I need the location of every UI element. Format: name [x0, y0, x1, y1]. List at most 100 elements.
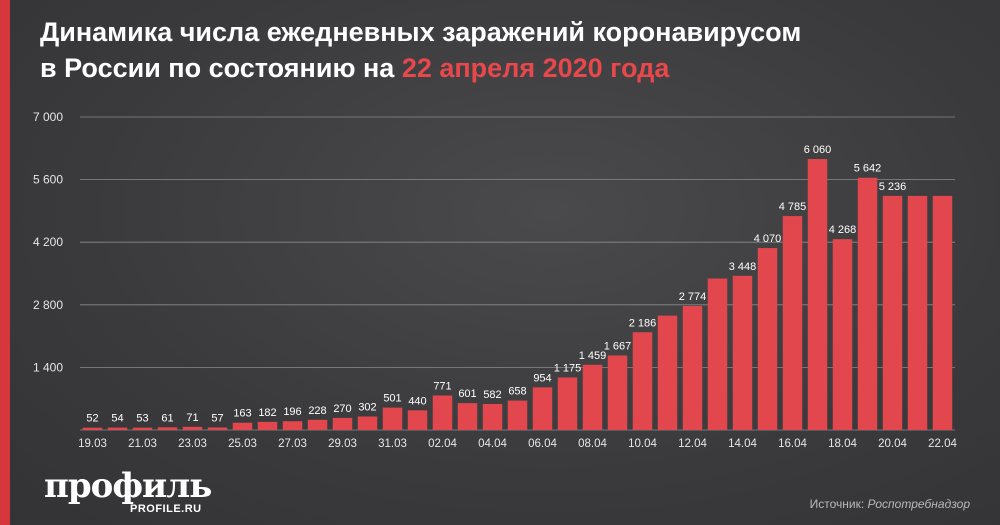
- bar: [782, 216, 803, 430]
- data-label: 163: [233, 408, 251, 420]
- x-axis-ticks: 19.03 21.03 23.03 25.03 27.03 29.03 31.03 02.04…: [78, 438, 957, 450]
- bar: [482, 403, 503, 430]
- bar: [132, 427, 153, 430]
- data-label: 501: [383, 393, 401, 405]
- title-date-highlight: 22 апреля 2020 года: [401, 53, 670, 83]
- data-label: 601: [458, 388, 476, 400]
- bar: [857, 177, 878, 430]
- data-label: 4 070: [754, 233, 782, 245]
- data-label: 2 774: [679, 291, 707, 303]
- data-label: 61: [161, 412, 173, 424]
- data-label: 71: [186, 412, 198, 424]
- y-tick-label: 1 400: [33, 360, 63, 374]
- data-label: 53: [136, 413, 148, 425]
- y-tick-label: 4 200: [33, 235, 63, 249]
- bar: [757, 248, 778, 430]
- data-label: 6 060: [804, 144, 832, 156]
- x-tick-label: 22.04: [928, 438, 957, 450]
- data-label: 771: [433, 381, 451, 393]
- data-label: 52: [86, 413, 98, 425]
- title-line2-prefix: в России по состоянию на: [40, 53, 402, 83]
- bar: [907, 195, 928, 430]
- title-line1: Динамика числа ежедневных заражений коро…: [40, 17, 802, 47]
- data-label: 228: [308, 405, 326, 417]
- bar: [282, 421, 303, 430]
- data-label: 4 785: [779, 201, 807, 213]
- data-label: 1 667: [604, 340, 632, 352]
- y-tick-label: 5 600: [33, 173, 63, 187]
- data-label: 954: [533, 372, 551, 384]
- data-label: 1 175: [554, 362, 582, 374]
- bar: [232, 422, 253, 430]
- bar: [507, 400, 528, 430]
- bar: [157, 427, 178, 430]
- data-label: 5 236: [879, 181, 907, 193]
- x-tick-label: 12.04: [678, 438, 707, 450]
- x-tick-label: 25.03: [228, 438, 257, 450]
- data-label: 5 642: [854, 163, 882, 175]
- bar: [807, 159, 828, 430]
- bar: [457, 403, 478, 430]
- bar: [557, 377, 578, 430]
- x-tick-label: 20.04: [878, 438, 907, 450]
- bar: [932, 195, 953, 430]
- x-tick-label: 14.04: [728, 438, 757, 450]
- bar: [607, 355, 628, 430]
- bar: [882, 195, 903, 430]
- bar: [532, 387, 553, 430]
- x-tick-label: 10.04: [628, 438, 657, 450]
- bar: [632, 332, 653, 430]
- bar: [707, 278, 728, 430]
- bar: [732, 275, 753, 430]
- bar: [207, 427, 228, 430]
- x-tick-label: 27.03: [278, 438, 307, 450]
- source-name: Роспотребнадзор: [867, 497, 970, 511]
- data-label: 196: [283, 406, 301, 418]
- data-label: 302: [358, 401, 376, 413]
- bar: [357, 416, 378, 430]
- x-tick-label: 16.04: [778, 438, 807, 450]
- data-label: 54: [111, 413, 123, 425]
- bar: [407, 410, 428, 430]
- x-tick-label: 04.04: [478, 438, 507, 450]
- bar: [657, 315, 678, 430]
- data-label: 658: [508, 386, 526, 398]
- x-tick-label: 08.04: [578, 438, 607, 450]
- data-labels: 52 54 53 61 71 57 163 182 196 228 270 302 501 440 771 6…: [86, 144, 906, 425]
- bar: [332, 417, 353, 430]
- x-tick-label: 02.04: [428, 438, 457, 450]
- x-tick-label: 23.03: [178, 438, 207, 450]
- y-axis-ticks: 1 400 2 800 4 200 5 600 7 000: [33, 110, 63, 374]
- x-tick-label: 21.03: [128, 438, 157, 450]
- data-label: 1 459: [579, 350, 607, 362]
- y-tick-label: 7 000: [33, 110, 63, 124]
- profile-logo: профиль: [44, 466, 212, 506]
- bar: [832, 239, 853, 430]
- profile-site: PROFILE.RU: [130, 503, 202, 515]
- data-label: 582: [483, 389, 501, 401]
- x-tick-label: 18.04: [828, 438, 857, 450]
- data-label: 3 448: [729, 261, 757, 273]
- bars: [82, 159, 953, 430]
- bar: [107, 427, 128, 430]
- bar: [382, 407, 403, 430]
- x-tick-label: 31.03: [378, 438, 407, 450]
- data-label: 182: [258, 407, 276, 419]
- source-label: Источник:: [809, 497, 868, 511]
- bar: [307, 419, 328, 430]
- bar: [582, 364, 603, 430]
- x-tick-label: 19.03: [78, 438, 107, 450]
- data-label: 2 186: [629, 317, 657, 329]
- bar: [257, 421, 278, 430]
- data-label: 270: [333, 403, 351, 415]
- data-label: 440: [408, 395, 426, 407]
- bar: [432, 395, 453, 430]
- accent-bar: [0, 0, 10, 525]
- y-tick-label: 2 800: [33, 298, 63, 312]
- x-tick-label: 06.04: [528, 438, 557, 450]
- data-label: 4 268: [829, 224, 857, 236]
- bar: [182, 426, 203, 430]
- bar: [82, 427, 103, 430]
